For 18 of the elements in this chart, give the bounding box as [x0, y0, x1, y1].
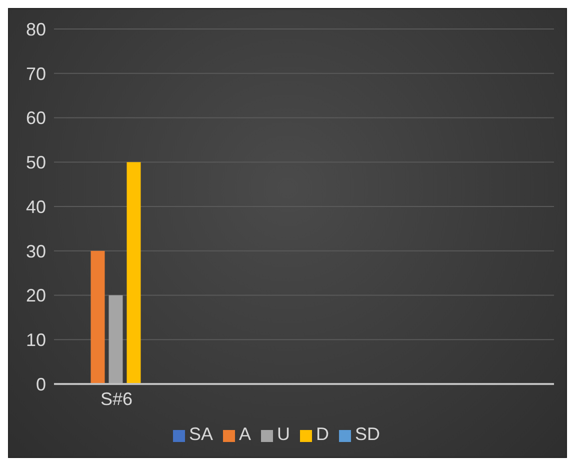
- x-tick-label: S#6: [100, 388, 133, 409]
- bar: [108, 295, 123, 384]
- y-tick-label: 70: [26, 64, 46, 84]
- y-tick-label: 40: [26, 196, 46, 217]
- legend-label: D: [316, 424, 329, 444]
- y-tick-label: 20: [26, 286, 46, 306]
- y-tick-label: 30: [26, 241, 46, 262]
- bar: [90, 250, 105, 384]
- y-tick-label: 50: [26, 152, 46, 173]
- legend-label: A: [238, 424, 251, 444]
- y-tick-label: 60: [26, 108, 46, 128]
- legend-label: SA: [188, 424, 213, 444]
- y-tick-label: 0: [36, 374, 46, 394]
- y-tick-label: 10: [26, 330, 46, 350]
- y-tick-label: 80: [26, 19, 46, 40]
- legend-label: SD: [355, 424, 380, 444]
- bar: [126, 162, 141, 384]
- legend-label: U: [277, 424, 290, 444]
